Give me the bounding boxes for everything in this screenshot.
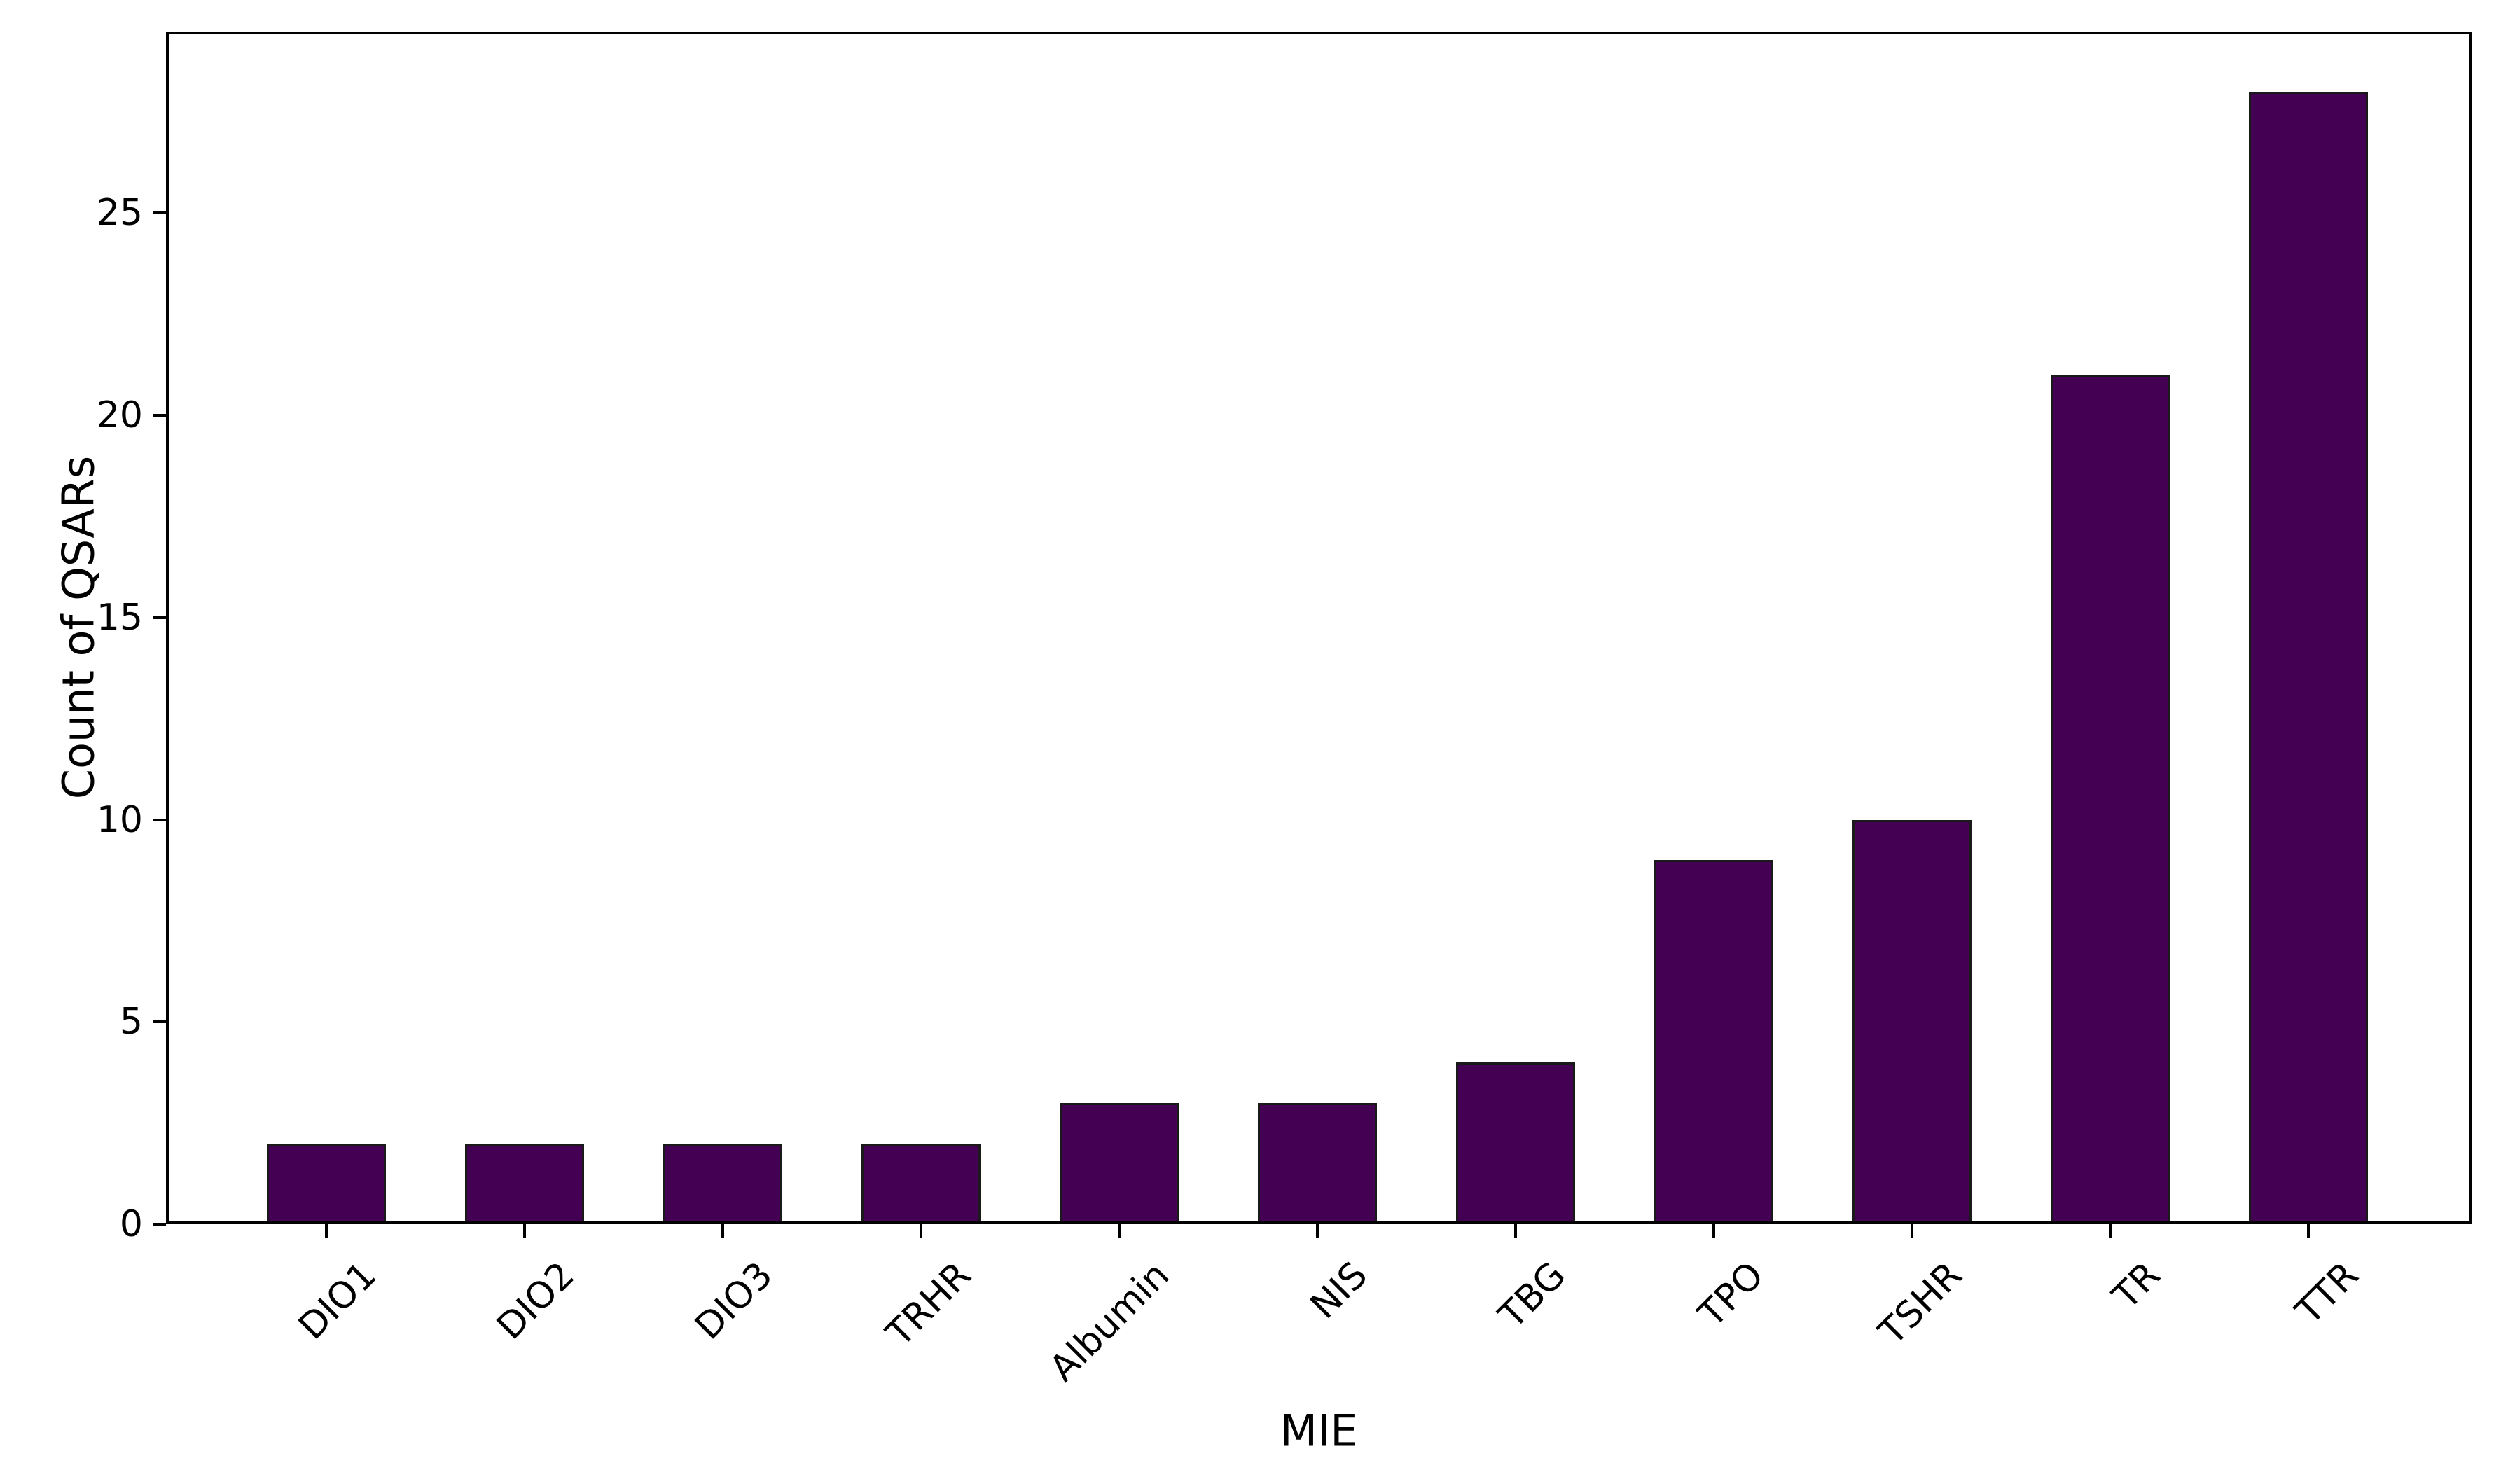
- bar-DIO3: [663, 1143, 782, 1224]
- y-tick-label-0: 0: [119, 1203, 143, 1245]
- x-tick-NIS: [1316, 1224, 1319, 1238]
- y-tick-label-15: 15: [96, 596, 143, 639]
- bar-TTR: [2249, 92, 2368, 1224]
- x-tick-label-NIS: NIS: [1303, 1254, 1376, 1327]
- x-tick-label-TPO: TPO: [1691, 1254, 1773, 1336]
- bar-TRHR: [861, 1143, 981, 1224]
- x-tick-label-DIO3: DIO3: [687, 1254, 782, 1348]
- x-tick-Albumin: [1118, 1224, 1121, 1238]
- bar-Albumin: [1059, 1102, 1179, 1224]
- x-tick-TBG: [1514, 1224, 1517, 1238]
- y-tick-10: [153, 818, 166, 821]
- y-tick-0: [153, 1223, 166, 1226]
- x-tick-label-DIO2: DIO2: [489, 1254, 583, 1348]
- x-tick-DIO2: [523, 1224, 526, 1238]
- y-tick-label-25: 25: [96, 192, 143, 235]
- y-tick-5: [153, 1020, 166, 1024]
- y-tick-label-10: 10: [96, 798, 143, 841]
- x-tick-DIO1: [325, 1224, 328, 1238]
- y-tick-label-5: 5: [119, 1001, 143, 1043]
- x-tick-label-TBG: TBG: [1491, 1254, 1574, 1337]
- bar-DIO1: [267, 1143, 386, 1224]
- y-tick-20: [153, 414, 166, 417]
- x-axis-label: MIE: [1280, 1405, 1358, 1457]
- x-tick-TSHR: [1911, 1224, 1913, 1238]
- x-tick-TPO: [1712, 1224, 1715, 1238]
- bar-NIS: [1258, 1102, 1377, 1224]
- y-tick-25: [153, 211, 166, 215]
- x-tick-label-DIO1: DIO1: [291, 1254, 385, 1348]
- bar-TBG: [1456, 1062, 1575, 1224]
- x-tick-TR: [2109, 1224, 2112, 1238]
- x-tick-label-TRHR: TRHR: [878, 1254, 980, 1355]
- x-tick-DIO3: [721, 1224, 724, 1238]
- x-tick-label-TSHR: TSHR: [1871, 1254, 1971, 1354]
- y-tick-label-20: 20: [96, 394, 143, 437]
- bar-DIO2: [465, 1143, 584, 1224]
- bar-TR: [2051, 375, 2170, 1224]
- x-tick-TTR: [2307, 1224, 2310, 1238]
- x-tick-TRHR: [920, 1224, 922, 1238]
- plot-area: [166, 32, 2472, 1224]
- bar-TPO: [1654, 860, 1773, 1224]
- x-tick-label-Albumin: Albumin: [1041, 1254, 1178, 1390]
- x-tick-label-TR: TR: [2105, 1254, 2169, 1318]
- bar-TSHR: [1852, 819, 1972, 1224]
- x-tick-label-TTR: TTR: [2287, 1254, 2367, 1333]
- y-tick-15: [153, 616, 166, 619]
